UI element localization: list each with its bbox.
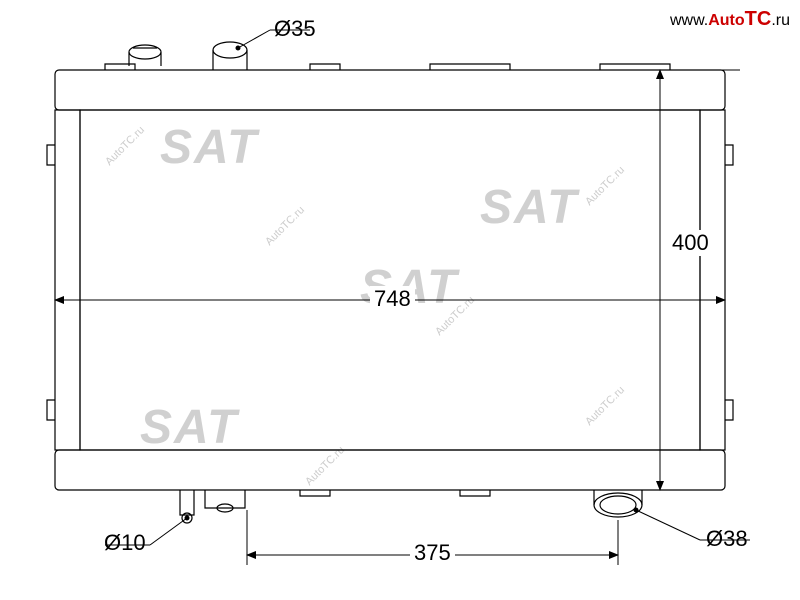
site-url: www.AutoTC.ru [670, 8, 790, 31]
drawing-canvas: SAT SAT SAT SAT AutoTC.ru AutoTC.ru Auto… [0, 0, 800, 600]
url-brand2: TC [745, 8, 772, 30]
dim-offset-375: 375 [410, 540, 455, 566]
url-prefix: www. [670, 12, 708, 29]
dim-drain-10: Ø10 [100, 530, 150, 556]
url-brand1: Auto [708, 12, 744, 29]
dim-inlet-35: Ø35 [270, 16, 320, 42]
dim-width-748: 748 [370, 286, 415, 312]
url-suffix: .ru [771, 12, 790, 29]
dim-height-400: 400 [668, 230, 713, 256]
dim-outlet-38: Ø38 [702, 526, 752, 552]
